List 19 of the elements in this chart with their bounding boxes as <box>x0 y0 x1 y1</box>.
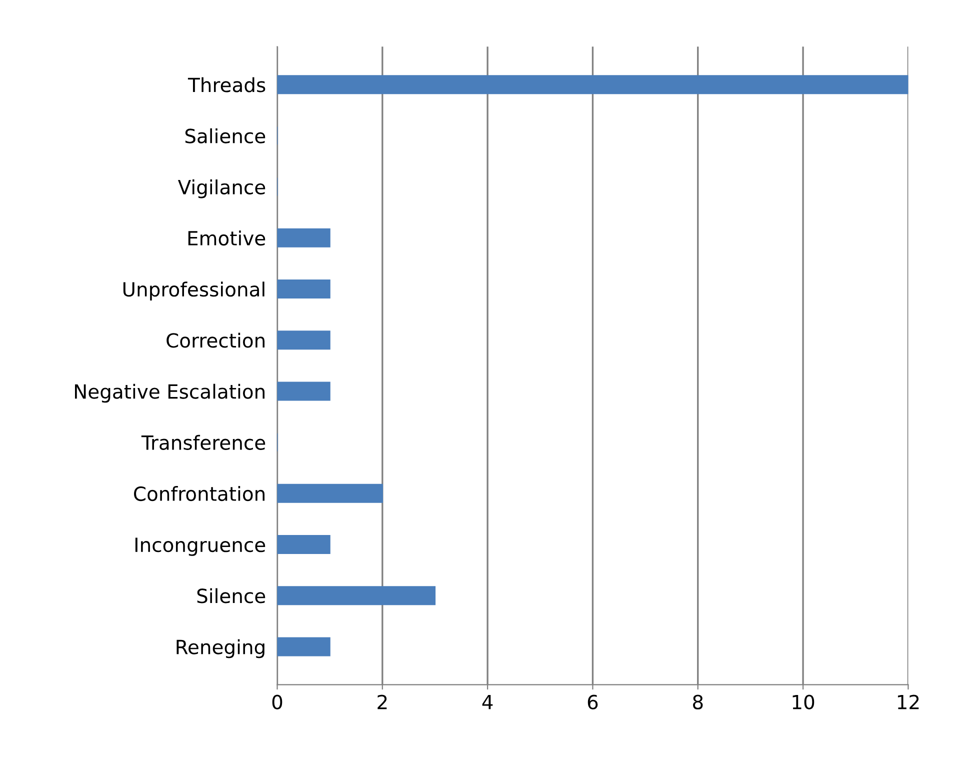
x-tick-label: 8 <box>693 694 703 710</box>
x-tick-label: 12 <box>898 694 919 710</box>
x-tick-label: 0 <box>272 694 282 710</box>
y-tick-label: Transference <box>141 434 266 450</box>
y-tick-label: Silence <box>197 588 266 604</box>
y-tick-label: Confrontation <box>134 486 264 502</box>
y-tick-label: Emotive <box>188 230 266 246</box>
x-tick-label: 6 <box>588 694 598 710</box>
y-tick-label: Negative Escalation <box>75 384 264 403</box>
x-tick-label: 2 <box>378 694 387 710</box>
x-tick-label: 4 <box>482 694 493 710</box>
y-tick-label: Unprofessional <box>123 282 264 300</box>
y-tick-label: Salience <box>185 128 266 144</box>
y-tick-label: Vigilance <box>178 179 266 198</box>
y-tick-label: Threads <box>188 77 266 92</box>
y-tick-label: Incongruence <box>135 538 266 556</box>
x-tick-label: 10 <box>792 694 814 710</box>
y-tick-label: Reneging <box>176 639 264 658</box>
y-tick-label: Correction <box>166 332 264 348</box>
